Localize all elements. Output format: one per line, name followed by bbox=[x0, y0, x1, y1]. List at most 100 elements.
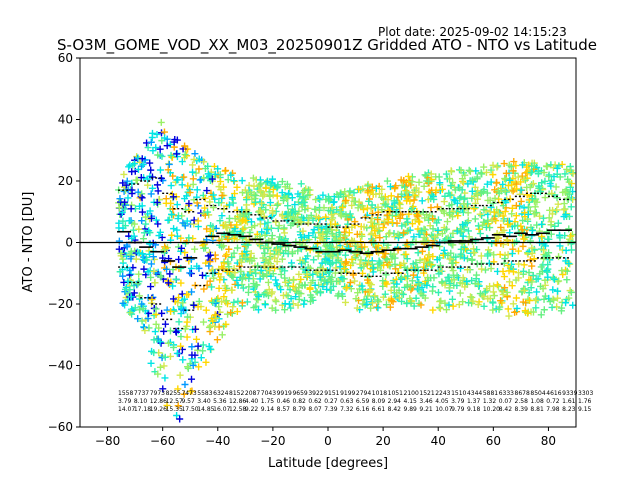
data-point bbox=[567, 203, 575, 211]
data-point bbox=[201, 204, 209, 212]
data-point bbox=[263, 271, 271, 279]
data-point bbox=[215, 183, 223, 191]
data-point bbox=[294, 216, 302, 224]
data-point bbox=[191, 150, 199, 158]
data-point bbox=[556, 234, 564, 242]
data-point bbox=[139, 305, 147, 313]
data-point bbox=[166, 352, 174, 360]
data-point bbox=[427, 204, 435, 212]
data-point bbox=[470, 205, 478, 213]
data-point bbox=[322, 213, 330, 221]
data-point bbox=[315, 206, 323, 214]
data-point bbox=[255, 293, 263, 301]
data-point bbox=[425, 251, 433, 259]
data-point bbox=[425, 178, 433, 186]
data-point bbox=[496, 250, 504, 258]
data-point bbox=[214, 165, 222, 173]
data-point bbox=[155, 324, 163, 332]
data-point bbox=[289, 276, 297, 284]
data-point bbox=[339, 275, 347, 283]
data-point bbox=[177, 333, 185, 341]
data-point bbox=[500, 160, 508, 168]
data-point bbox=[297, 180, 305, 188]
data-point bbox=[540, 169, 548, 177]
data-point bbox=[481, 288, 489, 296]
plot-date: Plot date: 2025-09-02 14:15:23 bbox=[378, 25, 567, 39]
data-point bbox=[203, 187, 211, 195]
data-point bbox=[562, 189, 570, 197]
data-point bbox=[457, 264, 465, 272]
data-point bbox=[167, 182, 175, 190]
data-point bbox=[218, 298, 226, 306]
data-point bbox=[268, 213, 276, 221]
data-point bbox=[492, 179, 500, 187]
data-point bbox=[163, 401, 171, 409]
data-point bbox=[409, 188, 417, 196]
data-point bbox=[398, 190, 406, 198]
data-point bbox=[199, 347, 207, 355]
data-point bbox=[506, 278, 514, 286]
data-point bbox=[148, 296, 156, 304]
data-point bbox=[124, 194, 132, 202]
bin-annotation: 9.89 bbox=[404, 406, 418, 413]
data-point bbox=[518, 226, 526, 234]
data-point bbox=[177, 264, 185, 272]
data-point bbox=[246, 228, 254, 236]
data-point bbox=[378, 206, 386, 214]
data-point bbox=[397, 274, 405, 282]
data-point bbox=[170, 225, 178, 233]
data-point bbox=[299, 193, 307, 201]
data-point bbox=[200, 158, 208, 166]
data-point bbox=[222, 320, 230, 328]
data-point bbox=[367, 304, 375, 312]
data-point bbox=[314, 267, 322, 275]
data-point bbox=[258, 228, 266, 236]
data-point bbox=[356, 260, 364, 268]
data-point bbox=[520, 235, 528, 243]
data-point bbox=[434, 289, 442, 297]
data-point bbox=[537, 188, 545, 196]
data-point bbox=[429, 215, 437, 223]
data-point bbox=[137, 174, 145, 182]
data-point bbox=[250, 254, 258, 262]
data-point bbox=[274, 200, 282, 208]
data-point bbox=[152, 144, 160, 152]
data-point bbox=[460, 254, 468, 262]
data-point bbox=[272, 218, 280, 226]
data-point bbox=[271, 264, 279, 272]
data-point bbox=[468, 187, 476, 195]
bin-annotation: 8.79 bbox=[292, 406, 306, 413]
data-point bbox=[319, 283, 327, 291]
bin-annotation: 2.58 bbox=[515, 398, 529, 405]
data-point bbox=[196, 176, 204, 184]
data-point bbox=[156, 166, 164, 174]
data-point bbox=[204, 208, 212, 216]
data-point bbox=[215, 284, 223, 292]
data-point bbox=[342, 285, 350, 293]
data-point bbox=[175, 255, 183, 263]
data-point bbox=[119, 217, 127, 225]
data-point bbox=[138, 317, 146, 325]
data-point bbox=[501, 175, 509, 183]
data-point bbox=[139, 235, 147, 243]
data-point bbox=[368, 299, 376, 307]
bin-annotation: 9919 bbox=[277, 390, 292, 397]
data-point bbox=[566, 183, 574, 191]
data-point bbox=[555, 277, 563, 285]
data-point bbox=[489, 161, 497, 169]
data-point bbox=[563, 194, 571, 202]
data-point bbox=[370, 293, 378, 301]
data-point bbox=[532, 295, 540, 303]
data-point bbox=[138, 208, 146, 216]
data-point bbox=[281, 229, 289, 237]
data-point bbox=[133, 281, 141, 289]
bin-annotation: 1.08 bbox=[530, 398, 544, 405]
data-point bbox=[189, 168, 197, 176]
data-point bbox=[220, 293, 228, 301]
data-point bbox=[181, 381, 189, 389]
data-point bbox=[559, 270, 567, 278]
data-point bbox=[501, 284, 509, 292]
data-point bbox=[457, 166, 465, 174]
data-point bbox=[365, 258, 373, 266]
data-point bbox=[319, 265, 327, 273]
